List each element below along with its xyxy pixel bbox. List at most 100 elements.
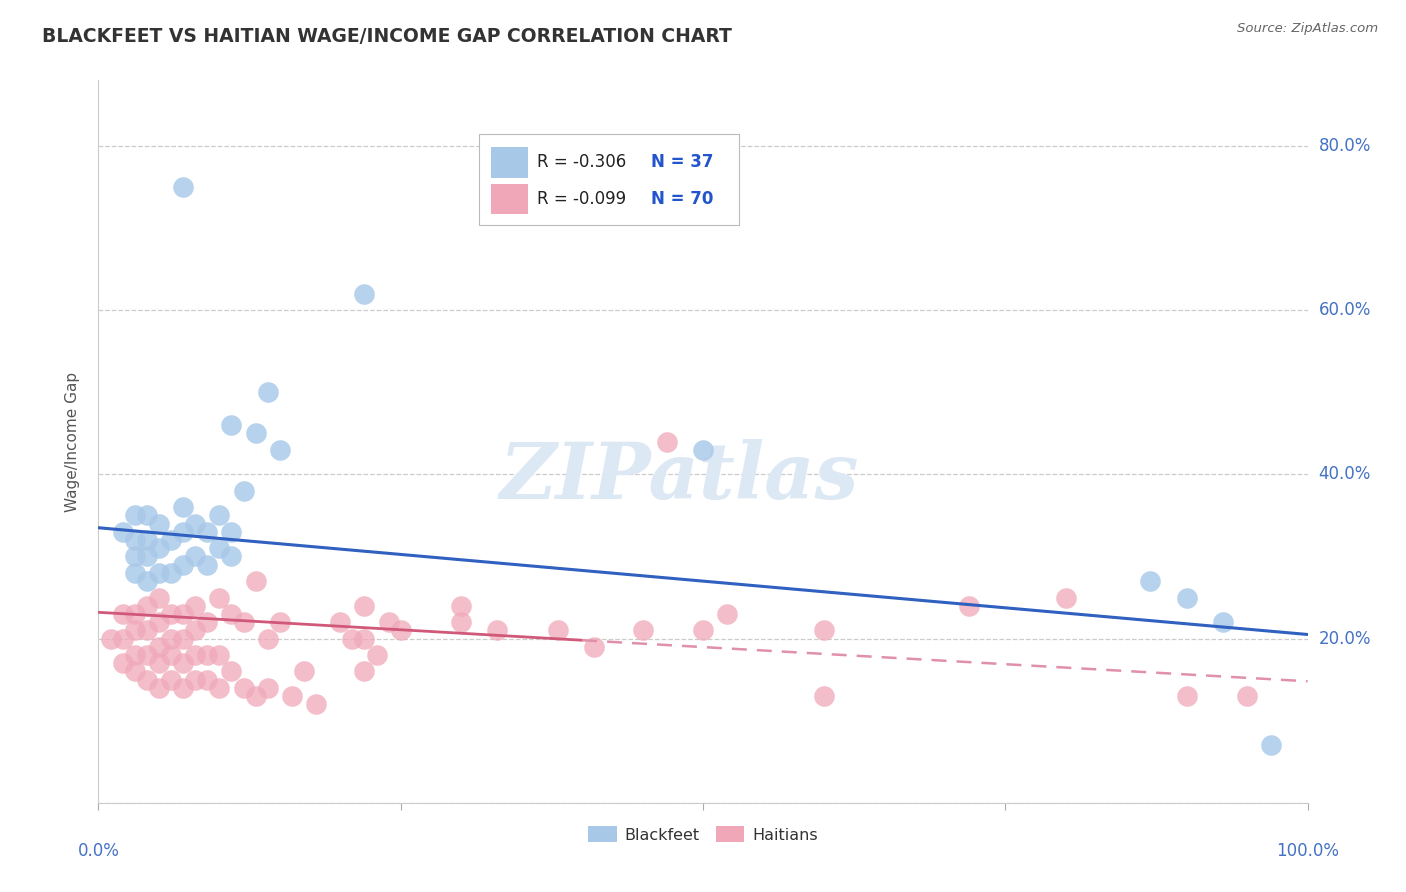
Point <box>160 648 183 662</box>
Point <box>135 549 157 564</box>
Point <box>148 566 170 580</box>
Text: N = 70: N = 70 <box>651 190 713 208</box>
Text: Source: ZipAtlas.com: Source: ZipAtlas.com <box>1237 22 1378 36</box>
Point <box>124 648 146 662</box>
Point <box>148 541 170 556</box>
Point <box>221 665 243 679</box>
Point <box>353 665 375 679</box>
Point <box>450 615 472 630</box>
Point <box>692 624 714 638</box>
Point <box>269 615 291 630</box>
Point <box>281 689 304 703</box>
Point <box>631 624 654 638</box>
Point <box>547 624 569 638</box>
Point <box>256 681 278 695</box>
Point <box>232 615 254 630</box>
Point <box>1139 574 1161 588</box>
FancyBboxPatch shape <box>492 184 527 214</box>
Point <box>353 286 375 301</box>
FancyBboxPatch shape <box>479 135 740 225</box>
Point <box>366 648 388 662</box>
Point <box>160 566 183 580</box>
Point <box>353 632 375 646</box>
Point <box>135 624 157 638</box>
Point <box>583 640 606 654</box>
Point <box>195 524 218 539</box>
Point <box>208 648 231 662</box>
Point <box>329 615 352 630</box>
Point <box>135 673 157 687</box>
Point <box>221 607 243 621</box>
Point <box>124 549 146 564</box>
Point <box>172 524 194 539</box>
Point <box>111 632 134 646</box>
Point <box>813 689 835 703</box>
Point <box>256 385 278 400</box>
Point <box>450 599 472 613</box>
Point <box>813 624 835 638</box>
Point <box>160 607 183 621</box>
Point <box>124 533 146 547</box>
Text: BLACKFEET VS HAITIAN WAGE/INCOME GAP CORRELATION CHART: BLACKFEET VS HAITIAN WAGE/INCOME GAP COR… <box>42 27 733 45</box>
Point <box>195 558 218 572</box>
Text: N = 37: N = 37 <box>651 153 713 171</box>
Point <box>208 591 231 605</box>
Point <box>135 508 157 523</box>
Point <box>148 640 170 654</box>
Legend: Blackfeet, Haitians: Blackfeet, Haitians <box>582 820 824 849</box>
Text: 80.0%: 80.0% <box>1319 137 1371 155</box>
Point <box>195 673 218 687</box>
Point <box>1260 739 1282 753</box>
Point <box>172 632 194 646</box>
Point <box>389 624 412 638</box>
Point <box>172 657 194 671</box>
Point <box>148 657 170 671</box>
Point <box>184 599 207 613</box>
Point <box>148 516 170 531</box>
Point <box>221 549 243 564</box>
Point <box>184 516 207 531</box>
Point <box>160 673 183 687</box>
Point <box>172 180 194 194</box>
Point <box>184 549 207 564</box>
Point <box>655 434 678 449</box>
Point <box>184 673 207 687</box>
Point <box>148 615 170 630</box>
Point <box>160 533 183 547</box>
Point <box>124 566 146 580</box>
Point <box>377 615 399 630</box>
Point <box>135 599 157 613</box>
Point <box>160 632 183 646</box>
Point <box>221 524 243 539</box>
Text: 20.0%: 20.0% <box>1319 630 1371 648</box>
Point <box>305 698 328 712</box>
Point <box>111 524 134 539</box>
Text: 40.0%: 40.0% <box>1319 466 1371 483</box>
Point <box>172 558 194 572</box>
Point <box>184 648 207 662</box>
Point <box>172 607 194 621</box>
Point <box>1054 591 1077 605</box>
Point <box>124 607 146 621</box>
Point <box>1212 615 1234 630</box>
Point <box>292 665 315 679</box>
Point <box>1175 689 1198 703</box>
Point <box>111 607 134 621</box>
Point <box>232 483 254 498</box>
Point <box>135 648 157 662</box>
Point <box>1236 689 1258 703</box>
Point <box>124 665 146 679</box>
Point <box>124 624 146 638</box>
Point <box>692 442 714 457</box>
Point <box>232 681 254 695</box>
Point <box>148 591 170 605</box>
Point <box>269 442 291 457</box>
Point <box>716 607 738 621</box>
Point <box>100 632 122 646</box>
Point <box>172 500 194 515</box>
Point <box>195 615 218 630</box>
Point <box>124 508 146 523</box>
Point <box>111 657 134 671</box>
Text: R = -0.099: R = -0.099 <box>537 190 627 208</box>
Point <box>1175 591 1198 605</box>
